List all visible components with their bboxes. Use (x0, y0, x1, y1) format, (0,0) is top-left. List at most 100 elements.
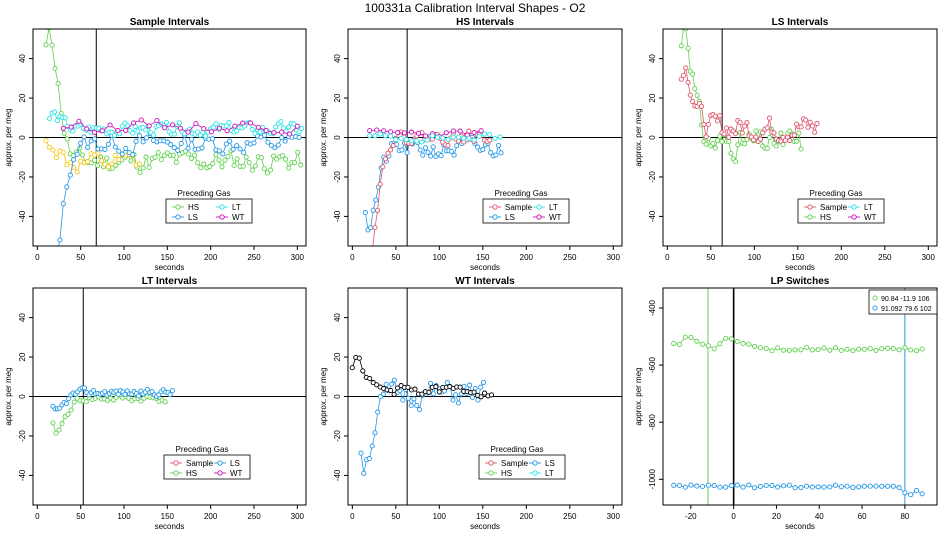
data-point (154, 118, 160, 124)
data-point (723, 125, 730, 131)
data-point (112, 152, 118, 159)
x-tick-label: 0 (350, 253, 355, 262)
data-point (119, 123, 125, 129)
legend: Sample LS HS WT (163, 454, 251, 480)
data-point (71, 157, 77, 163)
data-point (162, 125, 168, 131)
data-point (700, 483, 706, 490)
data-point (712, 113, 718, 119)
y-tick-label: 20 (18, 352, 27, 361)
y-tick-label: 40 (648, 54, 657, 63)
plot-frame (662, 287, 938, 506)
data-point (475, 144, 481, 150)
data-point (896, 485, 902, 491)
data-point (185, 129, 191, 135)
data-point (791, 132, 797, 138)
data-point (436, 389, 442, 395)
data-point (400, 397, 406, 403)
series-gold (43, 138, 143, 175)
data-point (798, 347, 804, 353)
data-point (227, 138, 233, 144)
legend-label: Sample (820, 203, 848, 212)
data-point (838, 347, 844, 354)
legend-label: 90.84 -11.9 106 (881, 296, 930, 303)
series-blue (671, 482, 925, 498)
x-tick-label: 150 (476, 512, 490, 521)
x-tick-label: 300 (607, 253, 621, 262)
legend-label: HS (188, 203, 199, 212)
data-point (64, 184, 70, 190)
x-tick-label: 100 (748, 253, 762, 262)
data-point (744, 119, 750, 126)
data-point (68, 407, 74, 413)
data-point (255, 124, 261, 130)
data-point (367, 133, 373, 139)
data-point (726, 134, 732, 140)
data-point (178, 140, 184, 147)
data-point (195, 160, 201, 166)
data-point (827, 484, 833, 490)
data-point (189, 155, 195, 161)
data-point (78, 140, 84, 146)
data-point (252, 163, 258, 169)
data-point (703, 141, 709, 147)
data-point (223, 123, 229, 129)
data-point (411, 396, 417, 402)
data-point (382, 156, 388, 162)
data-point (766, 135, 773, 141)
panel-lp: LP Switches -20 0 20 40 60 80 -400 -600 -800 -1000… (634, 276, 938, 531)
data-point (902, 490, 908, 496)
data-point (726, 138, 732, 145)
series-line (673, 484, 923, 496)
data-point (366, 456, 372, 462)
data-point (476, 133, 482, 139)
plot-area (33, 29, 306, 258)
x-tick-label: 20 (772, 512, 781, 521)
legend-marker (217, 460, 223, 466)
legend-label: Sample (186, 459, 214, 468)
data-point (130, 152, 136, 158)
series-black (349, 354, 495, 400)
data-point (785, 134, 791, 140)
data-point (455, 134, 462, 140)
data-point (471, 129, 477, 136)
data-point (682, 484, 688, 490)
data-point (798, 485, 804, 491)
data-point (59, 421, 65, 427)
data-point (54, 254, 58, 258)
data-point (388, 129, 394, 135)
data-point (81, 385, 88, 391)
data-point (374, 382, 380, 388)
data-point (43, 138, 49, 144)
data-point (155, 149, 161, 156)
data-point (717, 113, 723, 119)
data-point (273, 124, 279, 130)
data-point (721, 131, 727, 137)
x-tick-label: 60 (858, 512, 867, 521)
data-point (286, 124, 292, 130)
y-tick-label: -20 (333, 171, 342, 183)
data-point (419, 139, 425, 145)
x-axis-label: seconds (470, 522, 500, 531)
data-point (832, 482, 839, 488)
data-point (167, 392, 173, 398)
data-point (53, 155, 59, 161)
data-point (367, 128, 373, 134)
data-point (705, 121, 711, 127)
legend-label: LT (545, 469, 554, 478)
data-point (787, 137, 793, 144)
data-point (398, 135, 404, 141)
data-point (405, 395, 411, 401)
data-point (890, 346, 896, 352)
data-point (688, 334, 694, 340)
data-point (128, 158, 134, 164)
data-point (84, 126, 90, 132)
data-point (361, 470, 367, 476)
data-point (454, 143, 460, 149)
data-point (240, 163, 246, 169)
legend-box (165, 198, 253, 224)
legend-marker (488, 460, 494, 466)
data-point (798, 146, 804, 152)
data-point (362, 248, 366, 252)
data-point (821, 345, 827, 351)
